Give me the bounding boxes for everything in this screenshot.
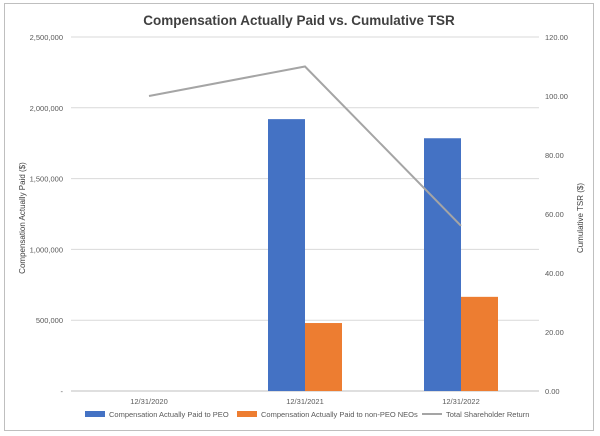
- x-axis-ticks: 12/31/2020 12/31/2021 12/31/2022: [130, 397, 480, 406]
- chart: Compensation Actually Paid vs. Cumulativ…: [18, 13, 585, 419]
- legend: Compensation Actually Paid to PEO Compens…: [85, 410, 529, 419]
- chart-frame: Compensation Actually Paid vs. Cumulativ…: [4, 3, 594, 431]
- right-axis-ticks: 0.00 20.00 40.00 60.00 80.00 100.00 120.00: [545, 33, 568, 396]
- right-tick-label: 100.00: [545, 92, 568, 101]
- legend-label: Compensation Actually Paid to PEO: [109, 410, 229, 419]
- chart-title: Compensation Actually Paid vs. Cumulativ…: [143, 13, 455, 28]
- right-tick-label: 0.00: [545, 387, 560, 396]
- series-line: [148, 65, 462, 227]
- left-axis-ticks: - 500,000 1,000,000 1,500,000 2,000,000 2,500…: [30, 33, 64, 396]
- left-tick-label: -: [61, 387, 64, 396]
- right-axis-label: Cumulative TSR ($): [576, 183, 585, 253]
- bar: [424, 138, 461, 391]
- x-tick-label: 12/31/2021: [286, 397, 324, 406]
- right-tick-label: 80.00: [545, 151, 564, 160]
- tsr-line: [148, 65, 462, 227]
- left-axis-label: Compensation Actually Paid ($): [18, 162, 27, 274]
- legend-swatch: [237, 411, 257, 417]
- bars: [268, 119, 498, 392]
- left-tick-label: 2,000,000: [30, 104, 63, 113]
- right-tick-label: 20.00: [545, 328, 564, 337]
- x-tick-label: 12/31/2020: [130, 397, 168, 406]
- bar: [268, 119, 305, 392]
- bar: [305, 323, 342, 391]
- left-tick-label: 500,000: [36, 316, 63, 325]
- right-tick-label: 120.00: [545, 33, 568, 42]
- bar: [461, 296, 498, 391]
- right-tick-label: 60.00: [545, 210, 564, 219]
- legend-label: Compensation Actually Paid to non-PEO NE…: [261, 410, 418, 419]
- left-tick-label: 1,000,000: [30, 245, 63, 254]
- x-tick-label: 12/31/2022: [442, 397, 480, 406]
- legend-label: Total Shareholder Return: [446, 410, 529, 419]
- left-tick-label: 2,500,000: [30, 33, 63, 42]
- right-tick-label: 40.00: [545, 269, 564, 278]
- legend-swatch: [85, 411, 105, 417]
- left-tick-label: 1,500,000: [30, 175, 63, 184]
